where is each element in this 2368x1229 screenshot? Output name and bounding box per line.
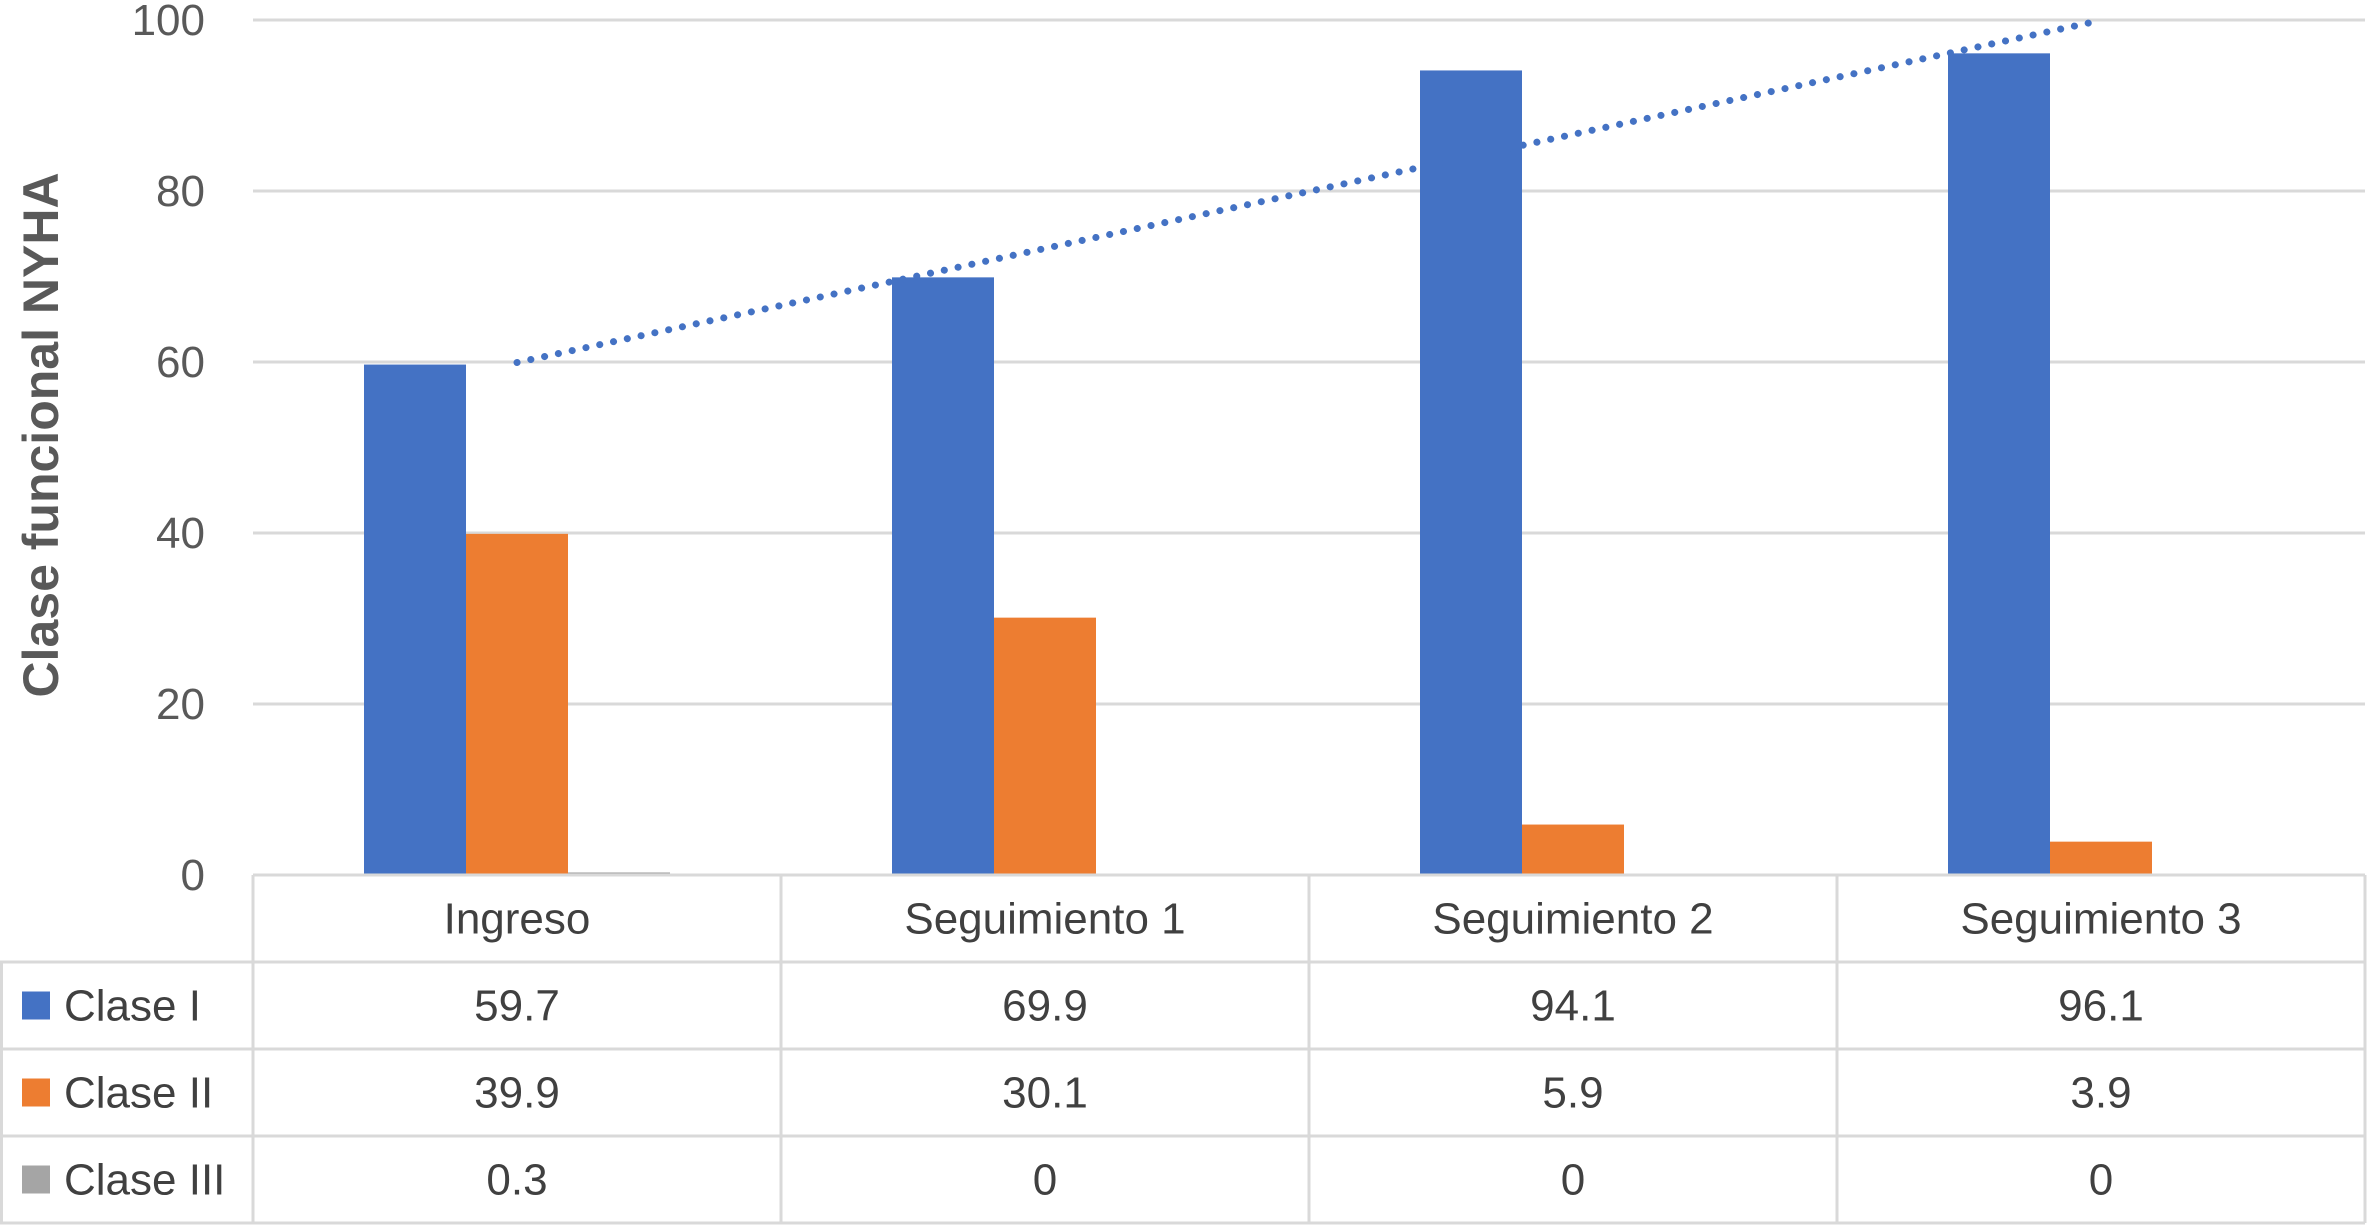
- legend-label: Clase I: [64, 982, 201, 1031]
- bar-clase-i: [892, 277, 994, 876]
- category-label: Ingreso: [444, 895, 591, 944]
- y-tick-label: 100: [132, 0, 205, 45]
- bar-clase-i: [364, 364, 466, 875]
- category-label: Seguimiento 2: [1432, 895, 1713, 944]
- data-label: 94.1: [1530, 982, 1616, 1031]
- legend-key: [22, 1078, 50, 1107]
- bar-clase-ii: [994, 617, 1096, 875]
- data-label: 5.9: [1542, 1069, 1603, 1118]
- data-label: 59.7: [474, 982, 560, 1031]
- data-label: 3.9: [2070, 1069, 2131, 1118]
- category-label: Seguimiento 3: [1960, 895, 2241, 944]
- data-label: 96.1: [2058, 982, 2144, 1031]
- bar-clase-i: [1948, 53, 2050, 876]
- bar-clase-ii: [2050, 841, 2152, 875]
- y-axis-title: Clase funcional NYHA: [13, 172, 69, 697]
- y-tick-label: 80: [156, 167, 205, 216]
- legend-label: Clase II: [64, 1069, 213, 1118]
- data-label: 69.9: [1002, 982, 1088, 1031]
- y-tick-label: 0: [181, 851, 205, 900]
- y-axis-ticks: 0 20 40 60 80 100: [132, 0, 205, 900]
- y-tick-label: 60: [156, 338, 205, 387]
- bar-clase-ii: [1522, 824, 1624, 875]
- data-label: 0: [2089, 1156, 2113, 1205]
- bars: [364, 53, 2152, 876]
- bar-clase-ii: [466, 533, 568, 875]
- trendline-layer: [513, 16, 2105, 367]
- y-tick-label: 40: [156, 509, 205, 558]
- data-label: 0: [1561, 1156, 1585, 1205]
- data-label: 0.3: [486, 1156, 547, 1205]
- legend-key: [22, 1165, 50, 1194]
- data-label: 0: [1033, 1156, 1057, 1205]
- legend-label: Clase III: [64, 1156, 225, 1205]
- trendline-clase-i: [513, 16, 2105, 367]
- y-tick-label: 20: [156, 680, 205, 729]
- data-label: 30.1: [1002, 1069, 1088, 1118]
- bar-clase-i: [1420, 70, 1522, 875]
- category-label: Seguimiento 1: [904, 895, 1185, 944]
- legend-key: [22, 991, 50, 1020]
- data-table: Ingreso Seguimiento 1 Seguimiento 2 Seguimi…: [0, 873, 2367, 1225]
- data-label: 39.9: [474, 1069, 560, 1118]
